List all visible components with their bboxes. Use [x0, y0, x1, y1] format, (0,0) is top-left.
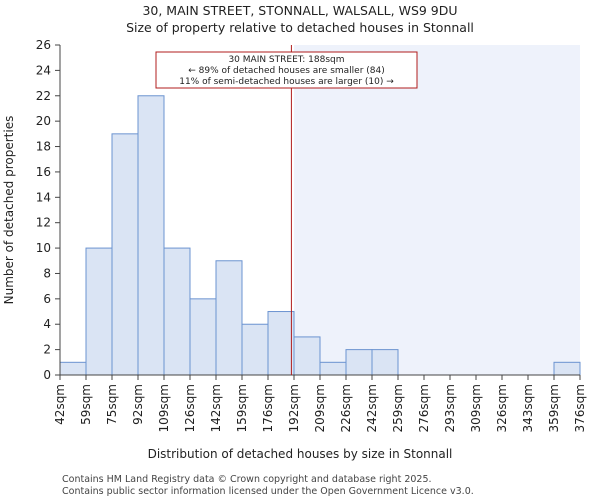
bar	[215, 260, 243, 376]
bar	[345, 349, 373, 376]
x-tick-label: 109sqm	[157, 384, 171, 432]
x-tick-label: 176sqm	[261, 384, 275, 432]
bar	[241, 323, 269, 376]
x-tick-label: 159sqm	[235, 384, 249, 432]
larger-properties-highlight	[294, 45, 580, 375]
y-tick-label: 22	[36, 89, 51, 103]
x-tick-label: 142sqm	[209, 384, 223, 432]
x-tick-label: 276sqm	[417, 384, 431, 432]
bar	[553, 361, 581, 376]
y-tick-label: 2	[43, 343, 51, 357]
annotation-line2: ← 89% of detached houses are smaller (84…	[188, 66, 385, 76]
y-tick-label: 14	[36, 190, 51, 204]
chart-title-line1: 30, MAIN STREET, STONNALL, WALSALL, WS9 …	[142, 3, 457, 18]
y-tick-label: 12	[36, 216, 51, 230]
y-tick-label: 20	[36, 114, 51, 128]
y-tick-label: 16	[36, 165, 51, 179]
y-tick-label: 10	[36, 241, 51, 255]
x-tick-label: 293sqm	[443, 384, 457, 432]
x-tick-label: 226sqm	[339, 384, 353, 432]
annotation-box: 30 MAIN STREET: 188sqm ← 89% of detached…	[155, 51, 418, 89]
bar	[111, 133, 139, 376]
x-tick-label: 359sqm	[547, 384, 561, 432]
y-tick-label: 4	[43, 317, 51, 331]
x-tick-label: 42sqm	[53, 384, 67, 425]
bar	[189, 298, 217, 376]
bar	[371, 349, 399, 376]
bar	[137, 95, 165, 376]
bar	[59, 361, 87, 376]
x-tick-label: 376sqm	[573, 384, 587, 432]
y-tick-label: 6	[43, 292, 51, 306]
x-tick-label: 326sqm	[495, 384, 509, 432]
x-tick-label: 343sqm	[521, 384, 535, 432]
x-tick-label: 259sqm	[391, 384, 405, 432]
x-tick-label: 309sqm	[469, 384, 483, 432]
x-tick-label: 92sqm	[131, 384, 145, 425]
y-tick-label: 8	[43, 266, 51, 280]
bar	[319, 361, 347, 376]
y-tick-label: 0	[43, 368, 51, 382]
bar	[267, 311, 295, 376]
chart-title-line2: Size of property relative to detached ho…	[126, 20, 474, 35]
y-tick-label: 26	[36, 38, 51, 52]
bar	[163, 247, 191, 376]
x-tick-label: 192sqm	[287, 384, 301, 432]
bar	[85, 247, 113, 376]
bar	[293, 336, 321, 376]
x-tick-label: 242sqm	[365, 384, 379, 432]
x-tick-label: 126sqm	[183, 384, 197, 432]
bars-group	[59, 95, 581, 376]
y-tick-label: 24	[36, 63, 51, 77]
x-axis-ticks: 42sqm 59sqm 75sqm 92sqm 109sqm 126sqm 142sqm 15…	[53, 375, 587, 432]
annotation-line3: 11% of semi-detached houses are larger (…	[179, 77, 394, 87]
annotation-line1: 30 MAIN STREET: 188sqm	[228, 55, 344, 65]
x-tick-label: 59sqm	[79, 384, 93, 425]
x-axis-label: Distribution of detached houses by size …	[148, 447, 453, 461]
y-axis-label: Number of detached properties	[2, 116, 16, 305]
footer-line1: Contains HM Land Registry data © Crown c…	[62, 474, 432, 485]
footer-line2: Contains public sector information licen…	[62, 486, 474, 497]
x-tick-label: 209sqm	[313, 384, 327, 432]
x-tick-label: 75sqm	[105, 384, 119, 425]
annotation-border	[155, 51, 418, 89]
y-tick-label: 18	[36, 140, 51, 154]
